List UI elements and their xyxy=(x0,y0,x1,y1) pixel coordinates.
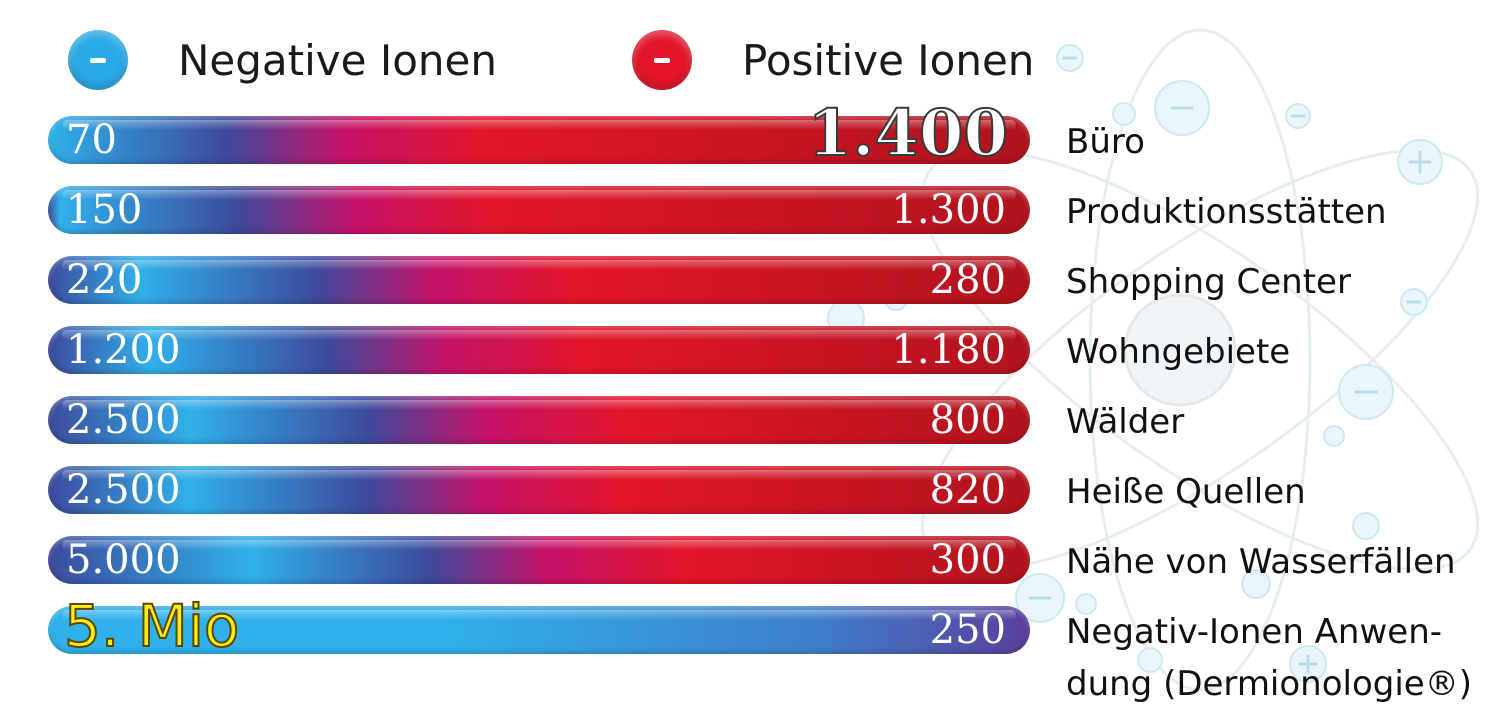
bar-row: 5.000 300 xyxy=(48,536,1030,584)
positive-ion-icon xyxy=(632,30,692,90)
category-label: Büro xyxy=(1066,122,1145,162)
bar-row: 150 1.300 xyxy=(48,186,1030,234)
bar-shine xyxy=(62,120,1016,130)
bar-shine xyxy=(62,330,1016,340)
category-label: Wälder xyxy=(1066,402,1185,442)
bar-row: 220 280 xyxy=(48,256,1030,304)
positive-value-label: 820 xyxy=(929,467,1006,513)
positive-value-label: 1.400 xyxy=(807,96,1009,171)
bar-shine xyxy=(62,470,1016,480)
bar-shine xyxy=(62,610,1016,620)
positive-value-label: 1.180 xyxy=(891,327,1006,373)
category-label: Nähe von Wasserfällen xyxy=(1066,542,1456,582)
category-label: dung (Dermionologie®) xyxy=(1066,664,1472,704)
bar-row: 1.200 1.180 xyxy=(48,326,1030,374)
negative-value-label: 70 xyxy=(66,117,117,163)
bar-shine xyxy=(62,540,1016,550)
legend-negative-label: Negative Ionen xyxy=(178,35,497,85)
bar-row: 2.500 800 xyxy=(48,396,1030,444)
category-label: Shopping Center xyxy=(1066,262,1351,302)
bar-shine xyxy=(62,190,1016,200)
category-label: Negativ-Ionen Anwen- xyxy=(1066,612,1443,652)
bar-row: 2.500 820 xyxy=(48,466,1030,514)
positive-value-label: 300 xyxy=(929,537,1006,583)
bar-shine xyxy=(62,260,1016,270)
bar-row: 5. Mio 250 xyxy=(48,593,1030,659)
negative-value-label: 220 xyxy=(66,257,143,303)
bar-shine xyxy=(62,400,1016,410)
category-label: Heiße Quellen xyxy=(1066,472,1306,512)
negative-ion-icon xyxy=(68,30,128,90)
legend-negative: Negative Ionen xyxy=(68,30,497,90)
category-label: Produktionsstätten xyxy=(1066,192,1387,232)
positive-value-label: 250 xyxy=(929,607,1006,653)
positive-value-label: 1.300 xyxy=(891,187,1006,233)
positive-value-label: 800 xyxy=(929,397,1006,443)
negative-value-label: 5.000 xyxy=(66,537,181,583)
positive-value-label: 280 xyxy=(929,257,1006,303)
legend-positive: Positive Ionen xyxy=(632,30,1034,90)
negative-value-label: 2.500 xyxy=(66,397,181,443)
negative-value-label: 1.200 xyxy=(66,327,181,373)
category-label: Wohngebiete xyxy=(1066,332,1291,372)
negative-value-label: 2.500 xyxy=(66,467,181,513)
negative-value-label: 150 xyxy=(66,187,143,233)
bar-row: 70 1.400 xyxy=(48,101,1030,167)
negative-value-label: 5. Mio xyxy=(63,592,240,660)
legend-positive-label: Positive Ionen xyxy=(742,35,1035,85)
